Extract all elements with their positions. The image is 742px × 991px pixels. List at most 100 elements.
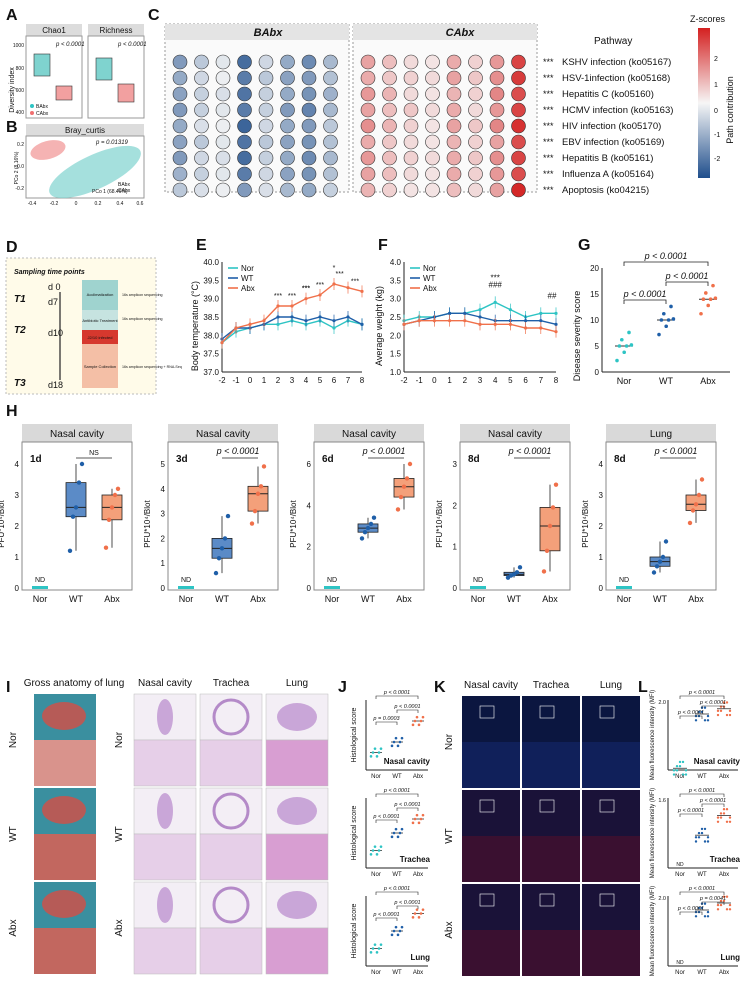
day-label: 8d: [614, 454, 626, 465]
data-point: [400, 736, 404, 740]
data-point: [398, 740, 402, 744]
panel-g-ylabel: Disease severity score: [572, 291, 582, 382]
data-point: [369, 951, 373, 954]
data-point: [276, 315, 280, 319]
panel-b-legend-babx: BAbx: [118, 182, 130, 188]
tissue-label: Trachea: [400, 855, 431, 864]
panel-d-t3: T3: [14, 378, 26, 389]
data-point: [675, 769, 679, 772]
y-tick-label: 2.0: [658, 896, 666, 902]
heatmap-dot-babx: [172, 54, 188, 70]
data-point: [332, 326, 336, 330]
y-tick-label: 4: [307, 501, 312, 510]
data-point: [493, 322, 497, 326]
panel-a-frame-2: [87, 35, 145, 119]
data-point: [421, 908, 425, 911]
panel-e-ylabel: Body temperature (°C): [190, 281, 200, 371]
p-value: p < 0.0001: [644, 251, 688, 261]
x-tick-label: Nor: [179, 594, 194, 604]
panel-a-legend-cabx: CAbx: [36, 111, 49, 117]
data-point: [371, 849, 375, 852]
panel-c-group-cabx: CAbx: [446, 27, 476, 39]
panel-a-sub1-title: Chao1: [42, 26, 66, 35]
data-point: [413, 912, 417, 915]
pathway-sig: ***: [543, 105, 554, 115]
row-label: Nor: [444, 733, 455, 750]
fluorescence-overview: [462, 790, 520, 836]
panel-c-label: C: [148, 7, 160, 24]
data-point: [711, 283, 715, 288]
data-point: [375, 951, 379, 954]
heatmap-dot-babx: [301, 118, 317, 134]
data-point: [359, 536, 365, 541]
data-point: [728, 816, 732, 819]
lung-shape: [42, 890, 86, 918]
data-point: [402, 322, 406, 326]
panel-c-scale-tick: -1: [714, 132, 720, 139]
data-point: [722, 808, 726, 811]
data-point: [728, 820, 732, 823]
data-point: [377, 947, 381, 950]
ns-label: NS: [89, 450, 99, 457]
facet-strip: [168, 424, 278, 442]
heatmap-dot-cabx: [425, 118, 440, 134]
y-tick-label: 1.5: [390, 350, 402, 359]
x-tick-label: 1: [262, 376, 267, 385]
panel-f-ylabel: Average weight (kg): [374, 286, 384, 366]
significance-bracket: [665, 281, 709, 286]
heatmap-dot-babx: [323, 54, 338, 70]
data-point: [360, 322, 364, 326]
x-tick-label: Abx: [396, 594, 412, 604]
fluorescence-zoom: [462, 836, 520, 882]
panel-a-sub2-title: Richness: [100, 26, 133, 35]
fluorescence-zoom: [522, 742, 580, 788]
panel-d-day: d10: [48, 328, 63, 338]
panel-c: C BAbx CAbx *** KSHV infection (ko05167)*…: [148, 7, 735, 198]
pathway-name: HSV-1infection (ko05168): [562, 73, 670, 84]
nd-label: ND: [327, 577, 337, 584]
y-axis-label: PFU*10⁴/Blot: [581, 500, 590, 548]
data-point: [620, 337, 624, 342]
y-tick-label: 10: [590, 316, 599, 325]
significance-bracket: [375, 721, 398, 725]
y-tick-label: 3: [599, 491, 604, 500]
data-point: [725, 895, 729, 898]
x-tick-label: Abx: [104, 594, 120, 604]
heatmap-dot-cabx: [403, 134, 419, 150]
pathway-name: Influenza A (ko05164): [562, 169, 654, 180]
heatmap-dot-babx: [215, 118, 231, 134]
heatmap-dot-cabx: [446, 134, 462, 150]
data-point: [276, 322, 280, 326]
heatmap-dot-babx: [258, 86, 274, 102]
data-point: [699, 311, 703, 316]
panel-d-note: 16s amplicon sequencing + RNA-Seq: [122, 365, 182, 369]
data-point: [390, 933, 394, 937]
x-tick-label: WT: [69, 594, 83, 604]
heatmap-dot-babx: [323, 86, 338, 102]
zoom-box: [599, 705, 615, 719]
significance-bracket: [396, 905, 419, 909]
panel-d-stage: Acclimatization: [87, 292, 114, 297]
box-nor: [616, 586, 632, 589]
heatmap-dot-cabx: [468, 86, 483, 102]
heatmap-dot-cabx: [511, 118, 526, 134]
heatmap-dot-babx: [258, 70, 274, 86]
tissue-label: Lung: [410, 953, 430, 962]
data-point: [373, 845, 377, 848]
y-tick-label: 37.5: [203, 350, 219, 359]
panel-a-ytick: 600: [16, 88, 25, 94]
data-point: [255, 491, 261, 496]
significance-bracket: [679, 715, 703, 719]
facet-frame: [459, 441, 571, 591]
heatmap-dot-babx: [258, 54, 274, 70]
data-point: [332, 282, 336, 286]
data-point: [222, 536, 228, 541]
data-point: [622, 350, 626, 355]
pathway-sig: ***: [543, 121, 554, 131]
panel-h-label: H: [6, 403, 18, 420]
data-point: [719, 709, 723, 713]
y-tick-label: 2.0: [390, 331, 402, 340]
fluorescence-overview: [462, 884, 520, 930]
fluorescence-zoom: [462, 930, 520, 976]
heatmap-dot-babx: [237, 70, 252, 86]
